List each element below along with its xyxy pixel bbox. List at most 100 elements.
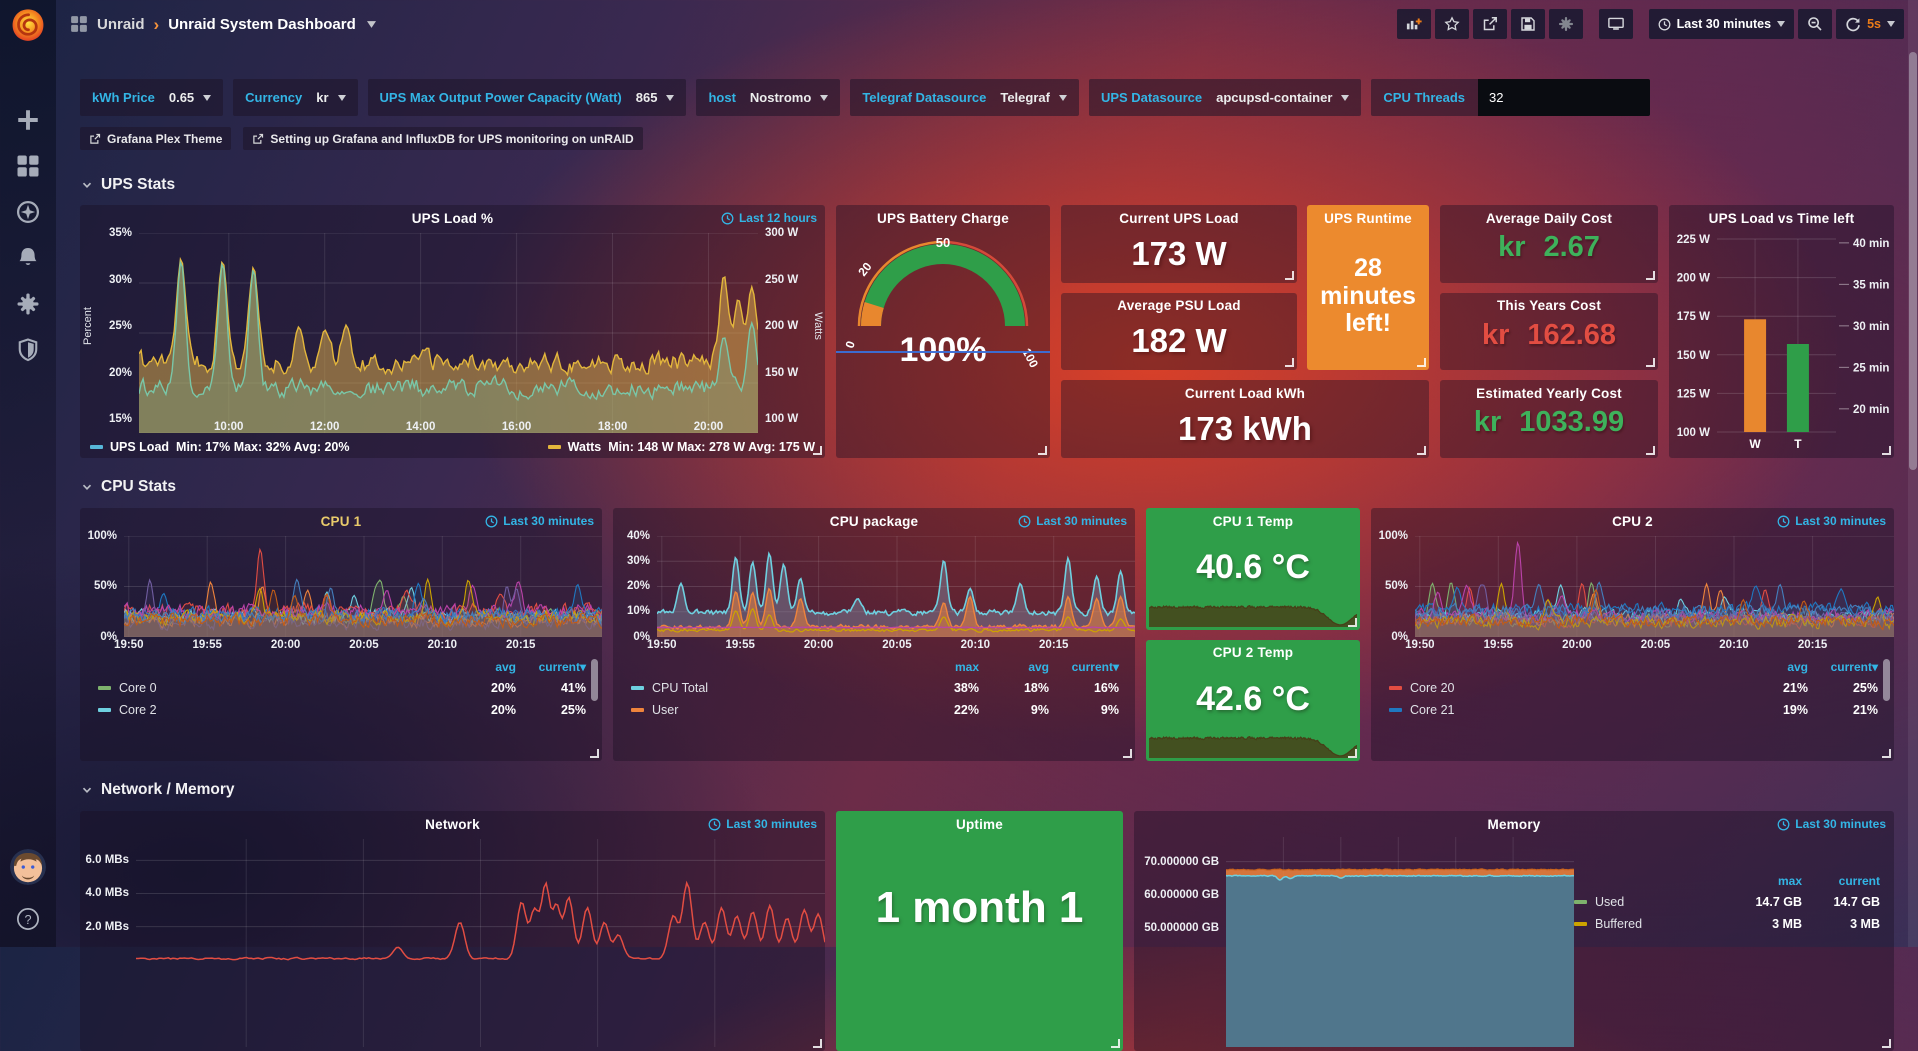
panel-title[interactable]: UPS Battery Charge — [877, 210, 1009, 226]
legend-series-name[interactable]: Core 2 — [98, 703, 446, 717]
legend-series-name[interactable]: Used — [1574, 895, 1724, 909]
legend-value: 21% — [1782, 680, 1808, 695]
panel-title[interactable]: CPU 1 — [320, 513, 362, 529]
dashboard-link-setting-up-grafana-and-influxdb-for-ups-monitoring-on-unraid[interactable]: Setting up Grafana and InfluxDB for UPS … — [243, 127, 643, 150]
battery-gauge[interactable]: 50 20 0 100 100% — [836, 231, 1050, 454]
zoom-out-button[interactable] — [1798, 9, 1833, 39]
grafana-logo[interactable] — [9, 7, 47, 45]
panel-title[interactable]: Uptime — [956, 816, 1003, 832]
dashboard-settings-button[interactable] — [1548, 9, 1583, 39]
legend-scrollbar-thumb[interactable] — [591, 658, 598, 701]
panel-title[interactable]: Memory — [1487, 816, 1541, 832]
mark-as-favorite-button[interactable] — [1434, 9, 1469, 39]
legend-series-name[interactable]: Buffered — [1574, 917, 1724, 931]
legend-sort-current[interactable]: current▾ — [1071, 659, 1119, 674]
load-vs-time-bar-chart[interactable]: 225 W 200 W 175 W 150 W 125 W 100 W 40 min 35 m… — [1669, 231, 1894, 454]
user-avatar[interactable] — [10, 849, 46, 885]
panel-title[interactable]: CPU 1 Temp — [1212, 513, 1294, 529]
cpu2-chart[interactable] — [1415, 536, 1894, 637]
save-dashboard-button[interactable] — [1510, 9, 1545, 39]
shield-icon — [16, 338, 40, 362]
legend-series-name[interactable]: CPU Total — [631, 681, 909, 695]
variable-host[interactable]: host Nostromo — [696, 79, 841, 116]
legend-row-user: User 22% 9% 9% — [631, 699, 1119, 721]
panel-time-range[interactable]: Last 12 hours — [721, 205, 817, 231]
variable-ups-max-output-power-capacity-watt[interactable]: UPS Max Output Power Capacity (Watt) 865 — [367, 79, 687, 116]
variable-telegraf-datasource[interactable]: Telegraf Datasource Telegraf — [850, 79, 1079, 116]
panel-title[interactable]: UPS Load vs Time left — [1708, 210, 1855, 226]
legend-sort-current[interactable]: current▾ — [538, 659, 586, 674]
section-ups-stats[interactable]: UPS Stats — [81, 176, 1894, 194]
add-panel-button[interactable] — [1396, 9, 1431, 39]
clock-icon — [1777, 515, 1790, 528]
legend-series-name[interactable]: Core 20 — [1389, 681, 1738, 695]
dashboard-title[interactable]: Unraid System Dashboard — [168, 15, 356, 33]
panel-title[interactable]: Average PSU Load — [1117, 298, 1241, 314]
scrollbar-thumb[interactable] — [1909, 52, 1917, 470]
variable-input[interactable]: 32 — [1478, 79, 1651, 116]
panel-time-range[interactable]: Last 30 minutes — [485, 508, 594, 534]
legend-swatch — [1574, 900, 1587, 904]
legend-sort-max[interactable]: max — [1777, 874, 1802, 888]
time-range-picker[interactable]: Last 30 minutes — [1648, 9, 1795, 39]
cycle-view-mode-button[interactable] — [1598, 9, 1633, 39]
panel-time-range[interactable]: Last 30 minutes — [1777, 811, 1886, 837]
variable-kwh-price[interactable]: kWh Price 0.65 — [80, 79, 224, 116]
panel-title[interactable]: Average Daily Cost — [1485, 210, 1613, 226]
page-scrollbar[interactable] — [1908, 0, 1918, 947]
sidebar-item-create[interactable] — [16, 108, 40, 132]
sidebar-item-explore[interactable] — [16, 200, 40, 224]
dashboard-link-grafana-plex-theme[interactable]: Grafana Plex Theme — [80, 127, 232, 150]
panel-title[interactable]: CPU 2 — [1612, 513, 1653, 529]
cpu1-chart[interactable] — [124, 536, 602, 637]
legend-sort-current[interactable]: current▾ — [1830, 659, 1878, 674]
ups-load-chart[interactable] — [139, 233, 758, 433]
axis-tick: 4.0 MBs — [85, 887, 129, 900]
variable-ups-datasource[interactable]: UPS Datasource apcupsd-container — [1088, 79, 1362, 116]
help-icon[interactable]: ? — [16, 907, 40, 931]
panel-time-range[interactable]: Last 30 minutes — [1777, 508, 1886, 534]
panel-time-range[interactable]: Last 30 minutes — [1018, 508, 1127, 534]
panel-title[interactable]: Current UPS Load — [1119, 210, 1239, 226]
legend-sort-current[interactable]: current — [1838, 874, 1880, 888]
legend-row-used: Used 14.7 GB 14.7 GB — [1574, 891, 1880, 913]
section-network-memory[interactable]: Network / Memory — [81, 781, 1894, 799]
legend-item-ups-load[interactable]: UPS Load Min: 17% Max: 32% Avg: 20% — [90, 440, 349, 454]
sidebar-item-dashboards[interactable] — [16, 154, 40, 178]
panel-title[interactable]: UPS Load % — [411, 210, 494, 226]
panel-title[interactable]: Network — [425, 816, 480, 832]
network-chart[interactable] — [136, 839, 825, 1047]
breadcrumb-app[interactable]: Unraid — [97, 15, 145, 33]
sidebar-item-server-admin[interactable] — [16, 338, 40, 362]
legend-item-watts[interactable]: Watts Min: 148 W Max: 278 W Avg: 175 W — [547, 440, 815, 454]
sidebar-item-configuration[interactable] — [16, 292, 40, 316]
series-label: Core 21 — [1410, 702, 1455, 717]
panel-title[interactable]: This Years Cost — [1496, 298, 1602, 314]
legend-series-name[interactable]: User — [631, 703, 909, 717]
panel-title[interactable]: CPU package — [829, 513, 919, 529]
legend-sort-avg[interactable]: avg — [1028, 659, 1049, 674]
chevron-down-icon[interactable] — [366, 20, 376, 28]
sidebar-item-alerting[interactable] — [16, 246, 40, 270]
panel-title[interactable]: UPS Runtime — [1324, 210, 1412, 226]
legend-sort-avg[interactable]: avg — [495, 659, 516, 674]
legend-scrollbar-thumb[interactable] — [1883, 658, 1890, 701]
panel-title[interactable]: CPU 2 Temp — [1212, 645, 1294, 660]
legend-sort-avg[interactable]: avg — [1787, 659, 1808, 674]
panel-title[interactable]: Estimated Yearly Cost — [1476, 385, 1622, 401]
panel-current-ups-load: Current UPS Load 173 W — [1061, 205, 1297, 283]
memory-chart[interactable] — [1226, 837, 1574, 1047]
panel-cpu-2-temp: CPU 2 Temp 42.6 °C — [1146, 639, 1360, 761]
legend-sort-max[interactable]: max — [954, 659, 979, 674]
legend-series-name[interactable]: Core 0 — [98, 681, 446, 695]
variable-currency[interactable]: Currency kr — [233, 79, 358, 116]
legend-series-name[interactable]: Core 21 — [1389, 703, 1738, 717]
panel-time-range[interactable]: Last 30 minutes — [708, 811, 817, 837]
svg-text:225 W: 225 W — [1677, 234, 1710, 246]
cpu-package-chart[interactable] — [657, 536, 1135, 637]
refresh-button[interactable]: 5s — [1836, 9, 1904, 39]
section-cpu-stats[interactable]: CPU Stats — [81, 478, 1894, 496]
panel-title[interactable]: Current Load kWh — [1184, 385, 1306, 401]
share-dashboard-button[interactable] — [1472, 9, 1507, 39]
alerting-icon — [16, 246, 40, 270]
